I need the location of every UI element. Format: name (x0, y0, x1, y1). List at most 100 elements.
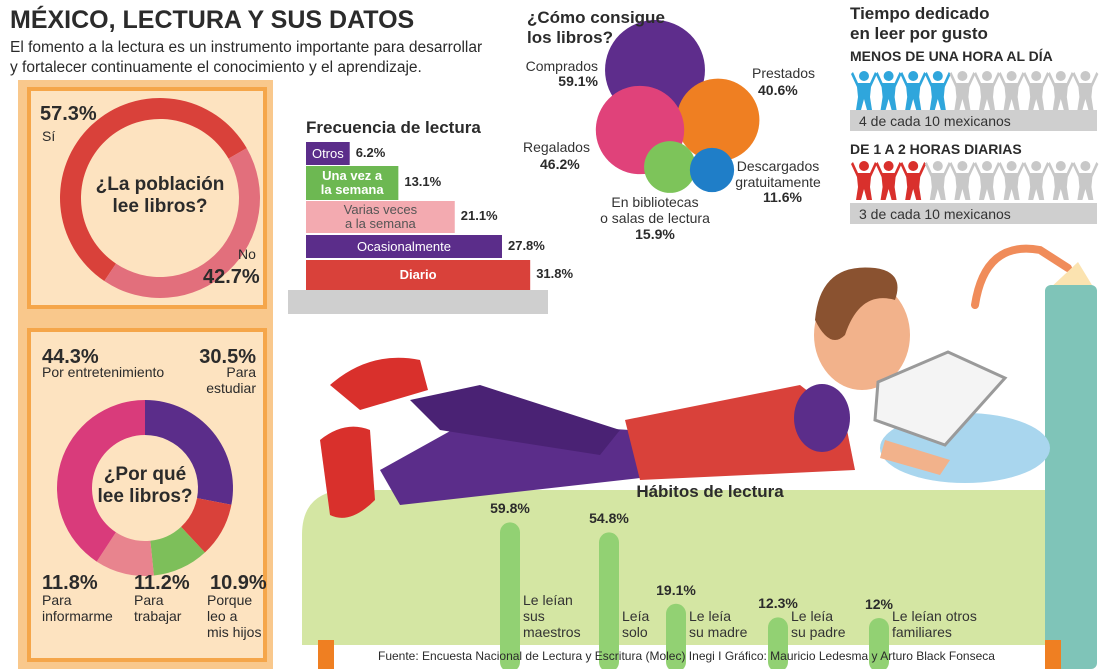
value-label: 30.5% (199, 346, 256, 368)
figure-body (1023, 72, 1050, 110)
figure-head (1055, 71, 1066, 81)
chart-title: Hábitos de lectura (636, 482, 784, 501)
category-label: Leía solo (622, 607, 650, 640)
figure-body (851, 72, 877, 110)
value-label: 4 de cada 10 mexicanos (859, 113, 1011, 129)
value-label: 15.9% (635, 226, 675, 242)
donut-segment (150, 526, 205, 576)
figure-head (859, 161, 869, 171)
chart-title: ¿Cómo consigue los libros? (527, 8, 665, 47)
donut-segment (56, 400, 145, 562)
figure-head (908, 161, 919, 171)
bubble (689, 147, 735, 193)
pants (410, 385, 620, 455)
figure-body (949, 72, 976, 110)
page-title: MÉXICO, LECTURA Y SUS DATOS (10, 6, 415, 34)
book (873, 350, 1008, 447)
donut-segment (145, 400, 233, 505)
arm (880, 440, 950, 475)
category-label: Regalados (523, 139, 590, 155)
category-label: Porque leo a mis hijos (207, 592, 262, 641)
bar-label: Ocasionalmente (357, 238, 451, 254)
figure-body (1047, 162, 1074, 200)
bar (500, 522, 520, 669)
figure-body (1072, 162, 1099, 200)
donut-segment (181, 498, 232, 553)
headboard (1045, 285, 1097, 669)
figure-head (1031, 161, 1042, 171)
figure-head (859, 71, 869, 81)
figure-body (875, 162, 902, 200)
figure-head (982, 161, 992, 171)
value-label: 11.2% (134, 572, 190, 594)
figure-body (924, 162, 951, 200)
bar-label: Diario (399, 267, 437, 283)
figure-body (924, 72, 951, 110)
figure-head (1080, 71, 1091, 81)
source: Fuente: Encuesta Nacional de Lectura y E… (378, 649, 995, 663)
value-label: 21.1% (460, 208, 498, 223)
figure-body (1023, 162, 1050, 200)
value-label: 40.6% (758, 82, 798, 98)
value-label: 31.8% (536, 266, 574, 281)
bar (599, 532, 619, 669)
figure-head (1006, 161, 1017, 171)
figure-head (1080, 161, 1091, 171)
value-label: 3 de cada 10 mexicanos (859, 206, 1011, 222)
figure-head (932, 71, 943, 81)
value-label: 6.2% (355, 144, 386, 160)
donut-segment (104, 148, 261, 299)
bar (306, 201, 455, 233)
bed-leg (1045, 640, 1061, 669)
value-label: 12.3% (758, 595, 798, 612)
category-label: Para informarme (42, 592, 113, 625)
bar-label: Otros (311, 145, 344, 161)
shoe (320, 426, 375, 518)
value-label: 44.3% (42, 346, 99, 368)
category-label: Por entretenimiento (42, 364, 165, 380)
figure-body (998, 162, 1025, 200)
figure-head (883, 71, 894, 81)
category-label: Descargados gratuitamente (735, 158, 821, 191)
value-label: 10.9% (210, 572, 267, 594)
bar (306, 235, 502, 258)
bed-leg (318, 640, 334, 669)
value-label: 11.8% (42, 572, 98, 594)
label-bar (850, 110, 1097, 131)
shoe (330, 357, 428, 410)
category-label: MENOS DE UNA HORA AL DÍA (850, 48, 1053, 64)
base-block (288, 290, 548, 314)
lamp-arm (971, 244, 1072, 309)
figure-body (998, 72, 1025, 110)
value-label: 42.7% (203, 266, 260, 288)
bar (306, 142, 350, 165)
bar (306, 260, 531, 290)
category-label: En bibliotecas o salas de lectura (600, 194, 710, 227)
lamp-shade (1048, 262, 1095, 290)
bar (666, 603, 686, 669)
donut-segment (96, 532, 154, 576)
category-label: No (238, 246, 256, 262)
figure-body (900, 72, 927, 110)
figure-head (1031, 71, 1042, 81)
value-label: 57.3% (40, 103, 97, 125)
figure-head (932, 161, 943, 171)
value-label: 13.1% (404, 174, 442, 189)
figure-head (957, 161, 968, 171)
figure-body (974, 162, 1000, 200)
category-label: DE 1 A 2 HORAS DIARIAS (850, 141, 1022, 157)
figure-body (900, 162, 927, 200)
figure-head (883, 161, 894, 171)
figure-head (957, 71, 968, 81)
figure-head (1006, 71, 1017, 81)
figure-head (908, 71, 919, 81)
bar-label: Una vez a la semana (320, 168, 384, 197)
figure-body (974, 72, 1000, 110)
bubble (644, 141, 696, 193)
figure-body (875, 72, 902, 110)
value-label: 46.2% (540, 156, 580, 172)
category-label: Para estudiar (206, 364, 256, 397)
